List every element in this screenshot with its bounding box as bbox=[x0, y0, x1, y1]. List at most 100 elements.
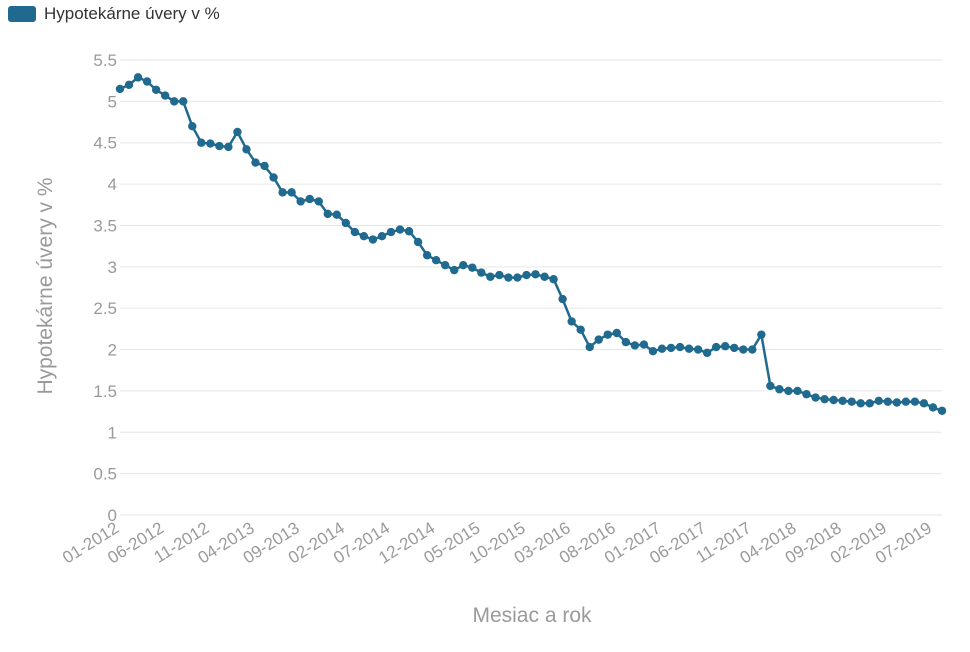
data-point bbox=[188, 121, 197, 131]
data-point bbox=[522, 270, 531, 280]
x-axis-ticks: 01-201206-201211-201204-201309-201302-20… bbox=[59, 518, 935, 567]
data-point bbox=[757, 330, 766, 339]
data-point bbox=[603, 330, 612, 339]
y-tick-label: 4 bbox=[108, 175, 117, 194]
data-point bbox=[793, 386, 802, 396]
data-point bbox=[811, 393, 820, 402]
legend-label: Hypotekárne úvery v % bbox=[44, 4, 220, 23]
data-point bbox=[648, 347, 658, 356]
data-point bbox=[350, 227, 360, 237]
data-point bbox=[386, 227, 396, 237]
y-axis-title: Hypotekárne úvery v % bbox=[34, 177, 57, 394]
data-point bbox=[784, 386, 793, 396]
legend-swatch bbox=[8, 6, 36, 22]
data-point bbox=[377, 232, 387, 241]
data-point bbox=[693, 345, 703, 354]
data-point bbox=[621, 337, 631, 347]
y-tick-label: 5.5 bbox=[93, 51, 117, 70]
data-point bbox=[422, 251, 432, 260]
y-tick-label: 5 bbox=[108, 92, 117, 111]
data-point bbox=[702, 348, 712, 358]
data-point bbox=[838, 396, 847, 406]
data-point bbox=[160, 91, 170, 100]
data-point bbox=[314, 197, 323, 206]
data-point bbox=[901, 397, 911, 406]
grid-lines bbox=[120, 59, 942, 516]
data-point bbox=[666, 343, 676, 353]
data-point bbox=[242, 145, 251, 154]
data-point bbox=[612, 328, 622, 338]
data-point bbox=[459, 260, 468, 270]
data-point bbox=[251, 158, 260, 167]
data-point bbox=[504, 273, 513, 282]
data-point bbox=[124, 80, 134, 90]
data-point bbox=[639, 340, 649, 349]
data-point bbox=[730, 343, 739, 353]
y-tick-label: 1.5 bbox=[93, 382, 117, 401]
data-point bbox=[657, 344, 667, 353]
data-point bbox=[450, 265, 459, 275]
data-point bbox=[775, 385, 784, 394]
data-point bbox=[224, 142, 233, 152]
data-point bbox=[721, 342, 730, 351]
data-point bbox=[883, 397, 893, 406]
data-point bbox=[169, 97, 179, 106]
data-point bbox=[431, 256, 441, 265]
y-tick-label: 3 bbox=[108, 258, 117, 277]
data-point bbox=[413, 237, 423, 247]
y-axis-ticks: 0 0.5 1 1.5 2 2.5 3 3.5 4 4.5 5 5.5 bbox=[93, 51, 117, 525]
data-point bbox=[513, 273, 522, 282]
data-point bbox=[206, 139, 215, 148]
y-tick-label: 0.5 bbox=[93, 465, 117, 484]
data-point bbox=[856, 399, 865, 408]
y-tick-label: 4.5 bbox=[93, 134, 117, 153]
data-point bbox=[296, 197, 305, 206]
data-point bbox=[115, 84, 125, 94]
data-point bbox=[766, 381, 775, 391]
data-point bbox=[865, 399, 874, 408]
data-point bbox=[937, 406, 947, 415]
data-point bbox=[404, 227, 414, 236]
series-line bbox=[119, 76, 943, 412]
data-point bbox=[684, 344, 694, 353]
y-tick-label: 3.5 bbox=[93, 216, 117, 235]
y-tick-label: 1 bbox=[108, 423, 117, 442]
data-point bbox=[233, 127, 242, 137]
data-point bbox=[440, 260, 450, 270]
data-point bbox=[739, 345, 748, 354]
data-point bbox=[540, 272, 549, 281]
data-point bbox=[197, 138, 206, 147]
data-point bbox=[874, 396, 883, 406]
data-point bbox=[748, 345, 757, 354]
data-point bbox=[847, 397, 856, 406]
y-tick-label: 2 bbox=[108, 341, 117, 360]
data-point bbox=[829, 395, 838, 405]
data-point bbox=[133, 73, 143, 82]
data-point bbox=[928, 403, 938, 412]
data-point bbox=[802, 390, 811, 399]
data-point bbox=[468, 263, 477, 272]
data-point bbox=[341, 218, 351, 228]
data-point bbox=[919, 399, 929, 408]
data-point bbox=[287, 188, 296, 197]
data-point bbox=[368, 235, 378, 244]
x-axis-title: Mesiac a rok bbox=[472, 604, 592, 627]
data-point bbox=[142, 77, 152, 86]
data-point bbox=[576, 325, 585, 334]
data-point bbox=[305, 194, 314, 204]
data-point bbox=[486, 272, 495, 281]
data-point bbox=[269, 173, 278, 182]
data-point bbox=[711, 342, 721, 352]
data-point bbox=[151, 85, 161, 94]
y-tick-label: 2.5 bbox=[93, 299, 117, 318]
y-tick-label: 0 bbox=[108, 506, 117, 525]
data-point bbox=[675, 342, 685, 352]
data-point bbox=[820, 394, 829, 404]
data-point bbox=[323, 209, 332, 219]
data-point bbox=[359, 232, 369, 241]
data-points bbox=[115, 73, 947, 415]
data-point bbox=[215, 141, 224, 151]
legend: Hypotekárne úvery v % bbox=[8, 4, 220, 24]
data-point bbox=[630, 341, 640, 350]
data-point bbox=[395, 225, 405, 234]
